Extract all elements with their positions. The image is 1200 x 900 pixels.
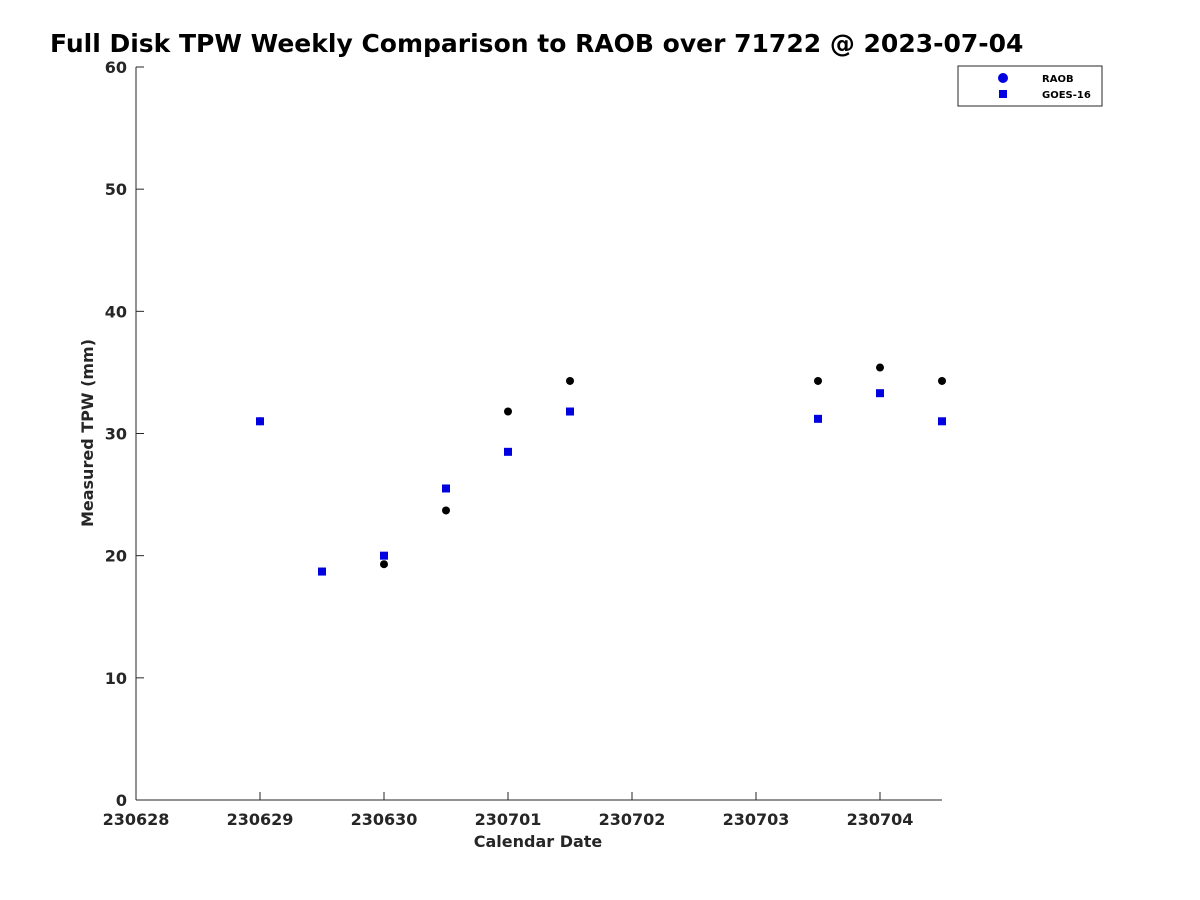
y-tick-label: 40 [105, 302, 127, 321]
x-tick-label: 230630 [351, 810, 418, 829]
y-axis-label: Measured TPW (mm) [78, 339, 97, 527]
y-tick-label: 30 [105, 425, 127, 444]
goes-16-point [256, 417, 264, 426]
raob-point [938, 376, 946, 385]
ticks: 230628 230629 230630 230701 230702 230703 2307… [103, 58, 914, 829]
y-tick-label: 50 [105, 180, 127, 199]
legend-label: RAOB [1042, 74, 1074, 85]
legend-box [957, 65, 1103, 107]
y-tick-label: 60 [105, 58, 127, 77]
goes-16-point [566, 407, 574, 416]
x-tick-label: 230629 [227, 810, 294, 829]
marks [256, 363, 946, 576]
raob-point [814, 376, 822, 385]
legend: RAOB GOES-16 [957, 65, 1103, 107]
goes-16-point [876, 389, 884, 398]
y-tick-label: 20 [105, 547, 127, 566]
goes-16-point [318, 567, 326, 576]
x-tick-label: 230701 [475, 810, 542, 829]
legend-label: GOES-16 [1042, 90, 1091, 101]
x-tick-label: 230702 [599, 810, 666, 829]
raob-point [380, 560, 388, 569]
goes-16-point [380, 551, 388, 560]
x-axis-label: Calendar Date [474, 832, 603, 851]
legend-goes-16-marker [999, 90, 1007, 98]
goes-16-point [938, 417, 946, 426]
raob-point [504, 407, 512, 416]
raob-point [566, 376, 574, 385]
goes-16-point [442, 484, 450, 493]
x-tick-label: 230703 [723, 810, 790, 829]
chart-title: Full Disk TPW Weekly Comparison to RAOB … [50, 29, 1024, 58]
y-tick-label: 10 [105, 669, 127, 688]
legend-raob-marker [998, 73, 1008, 83]
x-tick-label: 230704 [847, 810, 914, 829]
raob-point [442, 506, 450, 515]
x-tick-label: 230628 [103, 810, 170, 829]
raob-point [876, 363, 884, 372]
goes-16-point [504, 447, 512, 456]
axes [135, 67, 942, 801]
y-tick-label: 0 [116, 791, 127, 810]
goes-16-point [814, 414, 822, 423]
